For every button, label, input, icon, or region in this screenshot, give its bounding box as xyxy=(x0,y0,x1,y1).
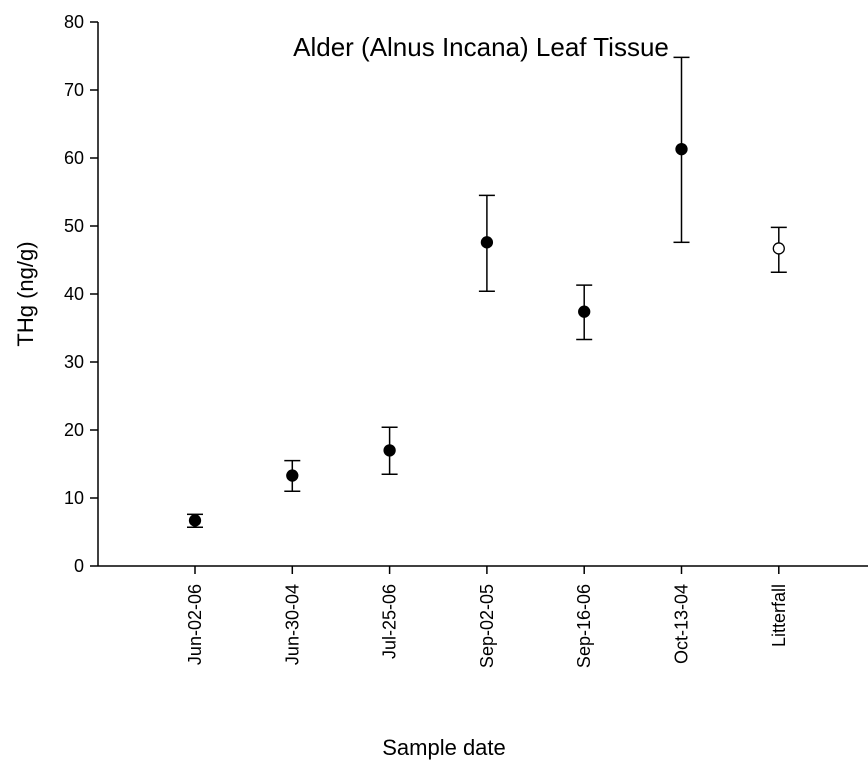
data-point-group xyxy=(187,513,203,528)
data-point-group xyxy=(284,459,301,492)
x-axis-label: Sample date xyxy=(382,735,506,760)
data-point xyxy=(675,143,688,156)
data-point-group xyxy=(770,226,787,273)
x-tick-label: Jun-02-06 xyxy=(185,584,205,665)
y-tick-label: 80 xyxy=(64,12,84,32)
data-point xyxy=(188,514,202,527)
data-point xyxy=(480,236,494,249)
chart-title: Alder (Alnus Incana) Leaf Tissue xyxy=(293,32,669,62)
data-point xyxy=(772,242,785,255)
y-tick-label: 0 xyxy=(74,556,84,576)
x-tick-label: Oct-13-04 xyxy=(672,584,692,664)
x-tick-label: Sep-02-05 xyxy=(477,584,497,668)
y-tick-label: 60 xyxy=(64,148,84,168)
y-tick-label: 20 xyxy=(64,420,84,440)
data-point-group xyxy=(576,284,593,341)
x-tick-label: Jul-25-06 xyxy=(380,584,400,659)
data-point-group xyxy=(673,56,690,244)
y-tick-label: 10 xyxy=(64,488,84,508)
data-point xyxy=(578,305,591,318)
data-marks xyxy=(187,56,787,528)
x-tick-label: Jun-30-04 xyxy=(282,584,302,665)
data-point xyxy=(383,444,396,457)
y-tick-label: 50 xyxy=(64,216,84,236)
data-point-group xyxy=(478,194,495,293)
data-point-group xyxy=(381,426,398,475)
y-tick-label: 40 xyxy=(64,284,84,304)
x-tick-label: Litterfall xyxy=(769,584,789,647)
data-point xyxy=(286,469,299,482)
x-tick-label: Sep-16-06 xyxy=(574,584,594,668)
y-tick-label: 70 xyxy=(64,80,84,100)
axes xyxy=(97,22,868,567)
y-tick-label: 30 xyxy=(64,352,84,372)
ticks: 0 10 20 30 40 50 60 70 80 Jun-02-06 Jun-30-04 Jul-2… xyxy=(64,12,789,668)
y-axis-label: THg (ng/g) xyxy=(13,241,38,346)
